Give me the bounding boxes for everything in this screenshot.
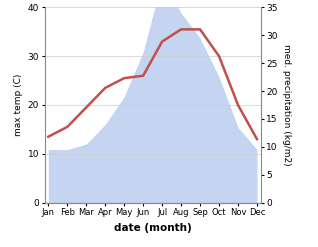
- X-axis label: date (month): date (month): [114, 223, 191, 233]
- Y-axis label: med. precipitation (kg/m2): med. precipitation (kg/m2): [282, 44, 291, 166]
- Y-axis label: max temp (C): max temp (C): [14, 74, 23, 136]
